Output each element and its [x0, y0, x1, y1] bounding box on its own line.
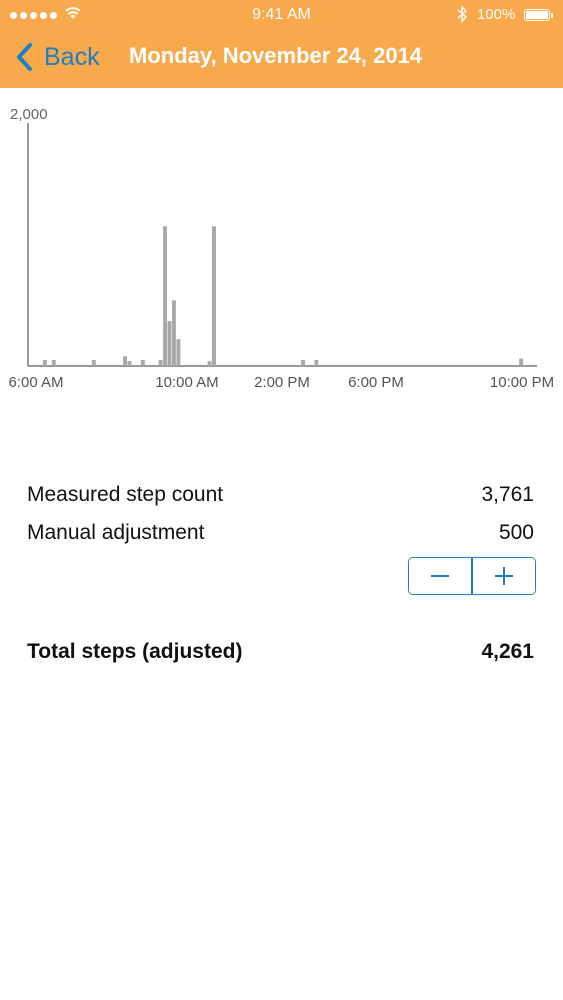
- minus-icon: [431, 575, 450, 577]
- x-tick-label: 10:00 PM: [490, 374, 554, 391]
- total-steps-value: 4,261: [481, 640, 534, 663]
- chart-bar: [314, 359, 319, 367]
- chart-bar: [158, 359, 163, 367]
- chevron-left-icon: [17, 43, 32, 71]
- chart-bar: [167, 321, 172, 366]
- battery-percent: 100%: [477, 6, 516, 23]
- status-time: 9:41 AM: [252, 6, 311, 23]
- total-steps-label: Total steps (adjusted): [27, 640, 243, 663]
- chart-bar: [171, 300, 176, 366]
- status-bar: 9:41 AM 100%: [0, 0, 563, 30]
- chart-bar: [207, 361, 212, 366]
- back-label: Back: [44, 42, 100, 71]
- x-tick-label: 6:00 PM: [348, 374, 404, 391]
- chart-bar: [212, 226, 216, 366]
- decrement-button[interactable]: [409, 558, 471, 594]
- bluetooth-icon: [457, 5, 468, 23]
- wifi-icon: [65, 7, 81, 19]
- measured-step-label: Measured step count: [27, 483, 224, 506]
- chart-bar: [51, 359, 56, 367]
- battery-icon: [524, 9, 553, 21]
- y-max-label: 2,000: [10, 106, 48, 123]
- manual-adjustment-label: Manual adjustment: [27, 521, 205, 544]
- chart-bar: [301, 359, 305, 367]
- manual-adjustment-value: 500: [498, 521, 534, 544]
- x-tick-label: 10:00 AM: [155, 374, 218, 391]
- back-button[interactable]: Back: [14, 40, 100, 74]
- chart-bar: [123, 356, 127, 366]
- chart-bar: [519, 358, 524, 366]
- chart-bar: [140, 359, 145, 367]
- increment-button[interactable]: [473, 558, 535, 594]
- chart-bar: [91, 359, 96, 367]
- nav-bar: 9:41 AM 100% Back Monday, November 24, 2…: [0, 0, 563, 88]
- adjustment-stepper: [408, 557, 536, 595]
- measured-step-value: 3,761: [481, 483, 534, 506]
- x-tick-label: 6:00 AM: [8, 374, 63, 391]
- stepper-divider: [471, 558, 473, 594]
- x-tick-label: 2:00 PM: [254, 374, 310, 391]
- plus-icon: [494, 567, 513, 585]
- chart-bar: [163, 226, 168, 366]
- page-title: Monday, November 24, 2014: [129, 43, 423, 68]
- chart-bar: [42, 359, 47, 367]
- chart-bar: [127, 361, 132, 366]
- step-chart: 2,000 6:00 AM 10:00 AM 2:00 PM 6:00 PM 10:00…: [8, 106, 554, 391]
- signal-icon: [10, 12, 57, 19]
- chart-bar: [176, 339, 181, 366]
